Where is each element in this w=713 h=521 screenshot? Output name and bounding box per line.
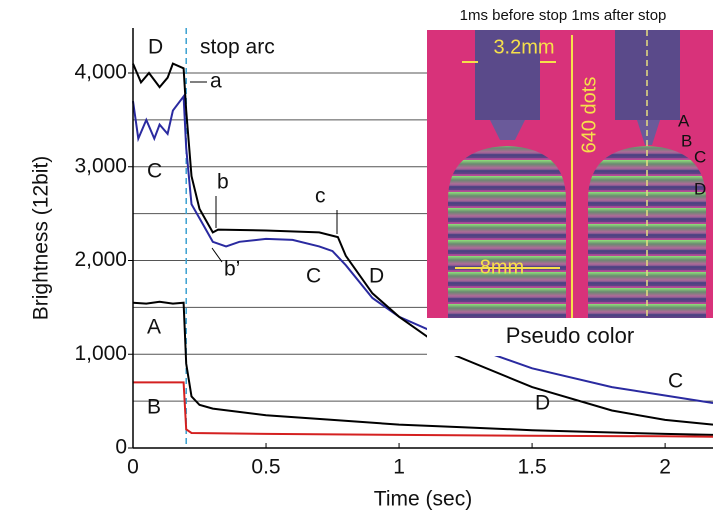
- caption-bg: [427, 318, 713, 356]
- annotation: B: [147, 396, 161, 419]
- annotation: a: [210, 70, 222, 93]
- inset-height: 640 dots: [578, 77, 600, 154]
- inset-label: C: [694, 147, 706, 166]
- x-tick-label: 1.5: [517, 456, 546, 479]
- y-tick-label: 3,000: [74, 154, 127, 177]
- inset-caption: Pseudo color: [506, 323, 634, 348]
- annotation: D: [369, 265, 384, 288]
- y-tick-label: 2,000: [74, 248, 127, 271]
- y-axis-label: Brightness (12bit): [30, 156, 53, 321]
- series-line: [133, 381, 713, 438]
- x-tick-label: 1: [393, 456, 405, 479]
- y-tick-label: 1,000: [74, 342, 127, 365]
- inset-width: 3.2mm: [493, 36, 554, 58]
- annotation: C: [147, 160, 162, 183]
- x-tick-label: 0.5: [251, 456, 280, 479]
- annotation: D: [148, 36, 163, 59]
- inset-label: A: [678, 111, 690, 130]
- inset: 3.2mm 640 dots 8mm Pseudo color 1ms befo…: [427, 7, 713, 356]
- electrode-top: [475, 30, 540, 120]
- inset-label: B: [681, 131, 692, 150]
- annotation: D: [535, 392, 550, 415]
- inset-label: D: [694, 179, 706, 198]
- series-line: [132, 300, 713, 436]
- electrode-bottom: [448, 146, 566, 318]
- y-tick-label: 0: [115, 436, 127, 459]
- annotation-arrows: [190, 81, 338, 263]
- y-tick-label: 4,000: [74, 61, 127, 84]
- arc-gap: [637, 120, 660, 145]
- annotation: A: [147, 316, 161, 339]
- x-axis-label: Time (sec): [374, 488, 472, 511]
- x-tick-label: 2: [659, 456, 671, 479]
- inset-gap: 8mm: [480, 256, 524, 278]
- series-line: [132, 62, 713, 426]
- annotation: b: [217, 171, 229, 194]
- grid: [133, 72, 713, 449]
- annotation: C: [306, 265, 321, 288]
- annotation: b’: [224, 258, 240, 281]
- annotation: c: [315, 185, 326, 208]
- annotation: stop arc: [200, 36, 275, 59]
- x-tick-label: 0: [127, 456, 139, 479]
- annotation: C: [668, 370, 683, 393]
- inset-header: 1ms before stop 1ms after stop: [460, 7, 667, 24]
- arrow: [211, 247, 223, 263]
